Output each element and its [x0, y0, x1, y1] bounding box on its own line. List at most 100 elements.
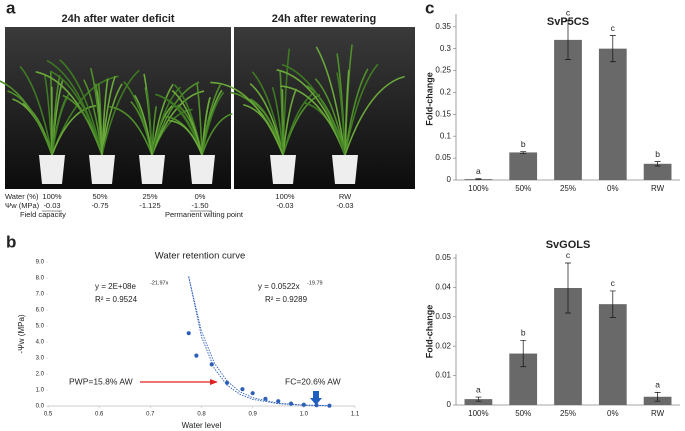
equation: y = 2E+08e: [95, 282, 136, 291]
x-tick-label: 50%: [515, 409, 531, 418]
panel-label: c: [425, 0, 434, 17]
y-tick-label: 2.0: [36, 372, 45, 378]
y-tick-label: 1.0: [36, 388, 45, 394]
data-point: [186, 331, 191, 336]
y-tick-label: 4.0: [36, 340, 45, 346]
leaf: [281, 63, 346, 156]
leaf: [344, 69, 350, 156]
significance-letter: b: [521, 328, 526, 338]
data-point: [327, 403, 332, 408]
leaf: [7, 90, 53, 156]
leaf: [151, 106, 158, 156]
leaf: [315, 46, 346, 156]
chart-title: SvGOLS: [546, 239, 591, 251]
x-tick-label: 50%: [515, 184, 531, 193]
data-point: [194, 353, 199, 358]
significance-letter: c: [611, 23, 616, 33]
fc-arrow: [310, 391, 322, 405]
y-axis-label: Fold-change: [424, 305, 434, 359]
error-bar: [565, 262, 571, 314]
leaf: [336, 72, 346, 156]
leaf: [201, 112, 233, 156]
note: Field capacity: [20, 210, 66, 219]
data-point: [209, 362, 214, 367]
water-level: RW: [339, 192, 352, 201]
leaf: [51, 104, 97, 156]
pot: [139, 155, 165, 184]
water-level: 0%: [195, 192, 206, 201]
significance-letter: a: [476, 384, 481, 394]
data-point: [276, 399, 281, 404]
water-potential: -0.03: [336, 201, 353, 210]
error-bar: [654, 161, 661, 167]
y-tick-label: 0.01: [435, 371, 451, 380]
row-label: Water (%): [5, 192, 39, 201]
bar: [554, 39, 582, 180]
leaf: [171, 89, 203, 156]
x-tick-label: 25%: [560, 184, 576, 193]
pot: [39, 155, 65, 184]
y-tick-label: 0.15: [435, 109, 451, 118]
photo-title: 24h after rewatering: [272, 13, 377, 25]
equation: y = 0.0522x: [258, 282, 300, 291]
x-tick-label: 100%: [468, 409, 488, 418]
data-point: [263, 396, 268, 401]
y-axis-label: -Ψw (MPa): [17, 314, 26, 353]
water-potential: -0.75: [91, 201, 108, 210]
data-point: [250, 391, 255, 396]
y-tick-label: 0.25: [435, 66, 451, 75]
significance-letter: b: [521, 139, 526, 149]
water-level: 50%: [92, 192, 107, 201]
row-label: Ψw (MPa): [5, 201, 40, 210]
y-tick-label: 0.0: [36, 404, 45, 410]
bar: [464, 399, 493, 405]
error-bar: [654, 392, 661, 402]
x-tick-label: 0.5: [44, 412, 53, 418]
fc-label: FC=20.6% AW: [285, 376, 341, 386]
x-tick-label: 0.9: [248, 412, 257, 418]
water-potential: -1.50: [191, 201, 208, 210]
y-tick-label: 0.3: [440, 44, 452, 53]
error-bar: [475, 396, 482, 402]
water-level: 100%: [42, 192, 62, 201]
leaf: [344, 68, 369, 156]
y-tick-label: 0.2: [440, 88, 452, 97]
leaf: [59, 59, 103, 156]
x-tick-label: 0.8: [197, 412, 206, 418]
error-bar: [609, 35, 616, 63]
x-axis-label: Water level: [182, 421, 222, 430]
data-point: [288, 401, 294, 406]
water-level: 100%: [275, 192, 295, 201]
leaf: [280, 85, 346, 156]
y-tick-label: 0: [447, 175, 452, 184]
panel-label: b: [6, 232, 16, 251]
x-tick-label: RW: [651, 409, 665, 418]
bar: [598, 48, 627, 180]
y-tick-label: 0.04: [435, 283, 451, 292]
r-squared: R² = 0.9289: [265, 295, 308, 304]
leaf: [51, 92, 71, 156]
leaf: [201, 84, 222, 156]
pot: [270, 155, 296, 184]
equation-exponent: -19.79: [307, 280, 323, 286]
y-tick-label: 9.0: [36, 260, 45, 266]
data-point: [240, 387, 245, 392]
leaf: [344, 75, 405, 156]
leaf: [83, 79, 103, 156]
significance-letter: c: [566, 250, 571, 260]
note: Permanent wilting point: [165, 210, 244, 219]
leaf: [169, 119, 203, 156]
x-tick-label: 25%: [560, 409, 576, 418]
error-bar: [475, 178, 482, 180]
data-point: [224, 380, 230, 385]
y-axis-label: Fold-change: [424, 72, 434, 126]
y-tick-label: 0: [447, 400, 452, 409]
significance-letter: a: [476, 166, 481, 176]
significance-letter: b: [655, 149, 660, 159]
bar: [643, 163, 672, 180]
panel-label: a: [6, 0, 16, 17]
r-squared: R² = 0.9524: [95, 295, 138, 304]
significance-letter: c: [566, 7, 571, 17]
leaf: [101, 75, 116, 156]
